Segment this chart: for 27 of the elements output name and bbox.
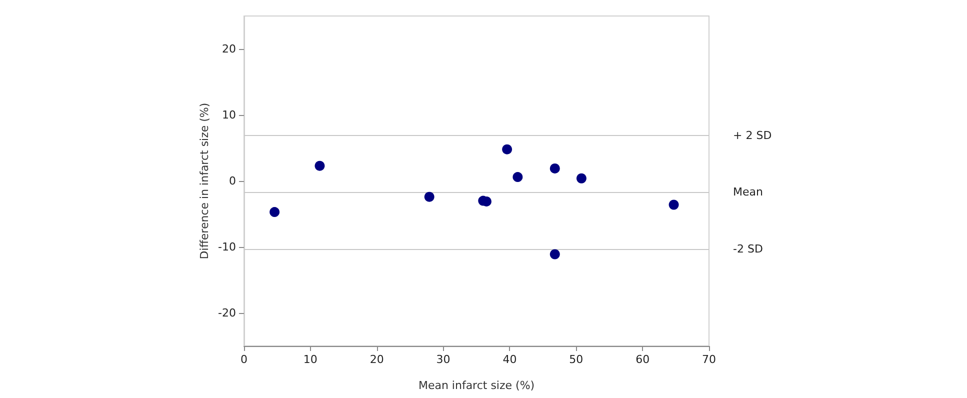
point — [576, 173, 586, 184]
point — [550, 249, 560, 260]
x-tick-label: 50 — [569, 353, 584, 366]
point — [668, 200, 679, 210]
y-tick-label: 0 — [229, 174, 236, 188]
y-tick-label: 10 — [222, 108, 236, 122]
y-tick-label: -10 — [218, 240, 236, 254]
y-tick-label: -20 — [218, 306, 236, 320]
point — [512, 172, 523, 182]
ref-line-label: Mean — [733, 186, 763, 199]
x-tick-label: 20 — [370, 353, 384, 366]
x-tick-label: 60 — [636, 353, 650, 366]
x-axis-title: Mean infarct size (%) — [418, 379, 535, 392]
y-tick-label: 20 — [222, 42, 236, 56]
x-tick-label: 30 — [436, 353, 450, 366]
point — [550, 163, 560, 174]
point — [314, 160, 325, 171]
y-axis-title: Difference in infarct size (%) — [198, 102, 211, 260]
ref-line-label: -2 SD — [733, 242, 763, 256]
point — [424, 192, 434, 202]
ref-line-label: + 2 SD — [733, 128, 772, 142]
x-tick-label: 0 — [240, 353, 248, 366]
x-tick-label: 70 — [702, 353, 716, 366]
point — [270, 207, 280, 218]
point — [502, 144, 512, 154]
x-tick-label: 10 — [303, 353, 318, 366]
x-tick-label: 40 — [502, 353, 517, 366]
